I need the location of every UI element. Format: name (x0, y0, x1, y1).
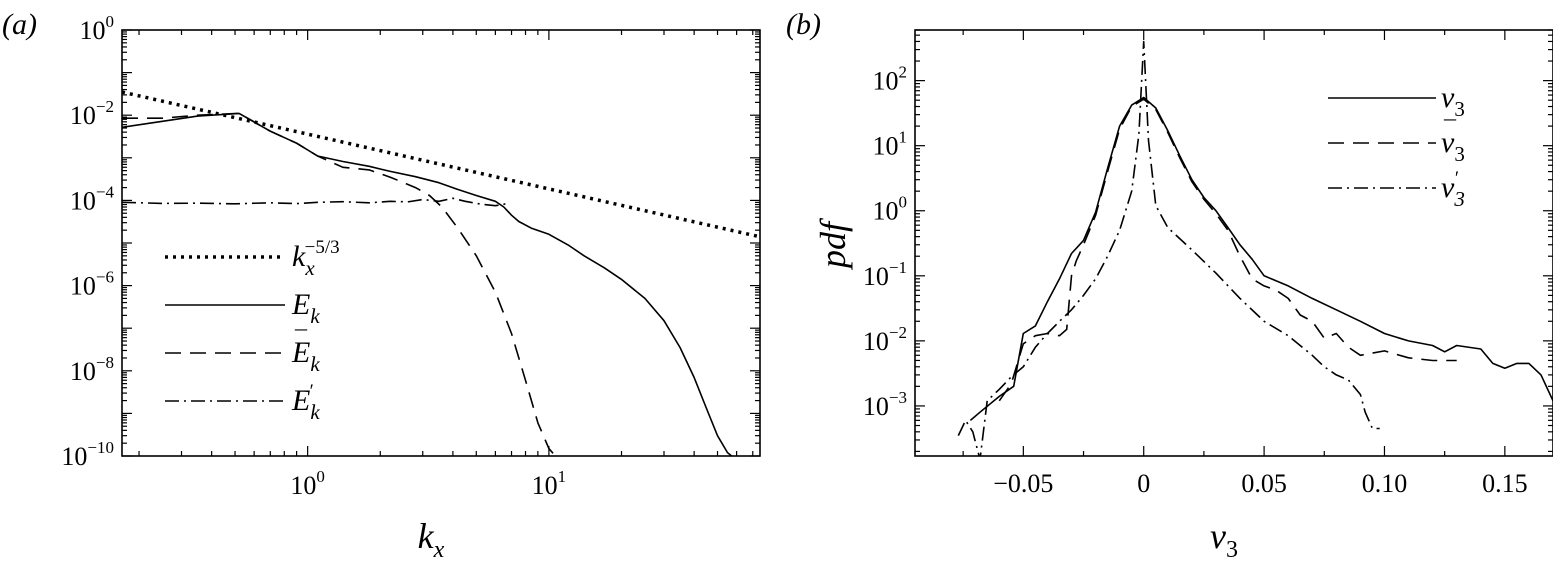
y-tick-label: 10−4 (70, 182, 115, 215)
y-tick-exponent: 1 (899, 128, 908, 147)
series-line-0 (122, 90, 760, 239)
legend-accent-1: ¯ (1443, 118, 1457, 144)
legend-label-2: v3′ (1441, 168, 1465, 211)
panel-a-label: (a) (2, 8, 37, 41)
y-tick-exponent: −3 (889, 388, 907, 407)
y-tick-exponent: 0 (899, 193, 908, 212)
x-tick-label: 100 (290, 467, 325, 500)
legend-sup: ′ (310, 381, 314, 402)
series-line-2 (957, 40, 1380, 456)
legend-accent-2: ¯ (294, 328, 308, 354)
legend-base: v (1441, 81, 1455, 114)
y-tick-label: 101 (873, 128, 908, 161)
legend-base: E (291, 288, 310, 321)
x-axis-label-base: k (418, 516, 435, 556)
legend-base: E (291, 336, 310, 369)
y-tick-exponent: −4 (96, 182, 115, 201)
legend-label-3: Ek′ (291, 381, 320, 424)
series-line-3 (122, 197, 509, 207)
legend-base: v (1441, 126, 1455, 159)
y-tick-base: 10 (863, 262, 889, 291)
y-axis-label: pdf (813, 217, 853, 271)
y-tick-base: 10 (80, 16, 106, 45)
x-tick-exponent: 1 (558, 467, 567, 486)
y-tick-label: 10−8 (70, 353, 114, 386)
legend-base: E (291, 384, 310, 417)
y-tick-exponent: −8 (96, 353, 114, 372)
y-tick-label: 100 (80, 12, 115, 45)
legend-sub: k (310, 400, 320, 424)
x-tick-label: 0 (1137, 469, 1150, 498)
y-tick-base: 10 (70, 357, 96, 386)
legend-label-0: v3 (1441, 81, 1465, 121)
y-tick-exponent: −10 (87, 438, 114, 457)
legend-label-0: kx−5/3 (292, 237, 340, 280)
y-tick-base: 10 (873, 67, 899, 96)
x-axis-label: v3 (1210, 516, 1238, 563)
x-axis-label-base: v (1210, 516, 1226, 556)
x-axis-label-sub: 3 (1226, 537, 1238, 563)
x-axis-label-sub: x (433, 537, 445, 563)
legend-sub: k (310, 352, 320, 376)
y-tick-exponent: −2 (889, 323, 907, 342)
y-tick-label: 10−6 (70, 268, 114, 301)
legend-base: v (1441, 171, 1455, 204)
x-axis-label: kx (418, 516, 445, 563)
legend-sub: 3 (1454, 97, 1465, 121)
y-tick-base: 10 (70, 186, 96, 215)
y-tick-base: 10 (863, 392, 889, 421)
y-tick-base: 10 (863, 327, 889, 356)
y-tick-label: 10−1 (863, 258, 907, 291)
series-line-0 (969, 96, 1553, 422)
x-tick-label: 0.05 (1241, 469, 1287, 498)
y-tick-label: 10−2 (70, 97, 114, 130)
x-tick-base: 10 (290, 471, 316, 500)
y-tick-label: 10−10 (61, 438, 114, 471)
legend-label-1: Ek (291, 288, 320, 328)
x-tick-label: 0.10 (1362, 469, 1408, 498)
series-line-2 (122, 112, 557, 456)
y-tick-base: 10 (70, 101, 96, 130)
x-tick-base: 10 (532, 471, 558, 500)
series-line-1 (122, 112, 733, 456)
y-tick-exponent: −6 (96, 268, 114, 287)
legend-base: k (292, 240, 306, 273)
y-tick-label: 100 (873, 193, 908, 226)
y-tick-exponent: 2 (899, 63, 908, 82)
x-tick-label: 0.15 (1482, 469, 1528, 498)
x-tick-exponent: 0 (316, 467, 325, 486)
legend-sub: k (310, 304, 320, 328)
panel-b-frame (914, 29, 1553, 457)
x-tick-label: −0.05 (993, 469, 1053, 498)
legend-sub: x (304, 256, 315, 280)
y-tick-exponent: −2 (96, 97, 114, 116)
legend-sup: ′ (1455, 168, 1459, 189)
series-line-1 (998, 98, 1457, 402)
y-tick-label: 102 (873, 63, 908, 96)
y-tick-base: 10 (70, 272, 96, 301)
legend-label-1: v3 (1441, 126, 1465, 166)
legend-sup: −5/3 (305, 237, 340, 258)
y-tick-base: 10 (61, 442, 87, 471)
legend-label-2: Ek (291, 336, 320, 376)
x-tick-label: 101 (532, 467, 567, 500)
y-tick-label: 10−3 (863, 388, 907, 421)
panel-a-series-group (122, 90, 760, 456)
y-tick-exponent: −1 (889, 258, 907, 277)
panel-a-frame (121, 29, 761, 457)
y-tick-base: 10 (873, 197, 899, 226)
panel-b-label: (b) (786, 8, 821, 41)
y-tick-base: 10 (873, 132, 899, 161)
legend-sub: 3 (1454, 142, 1465, 166)
y-tick-label: 10−2 (863, 323, 907, 356)
panel-b-series-group (957, 40, 1553, 456)
legend-sub: 3 (1453, 187, 1465, 211)
y-tick-exponent: 0 (106, 12, 115, 31)
